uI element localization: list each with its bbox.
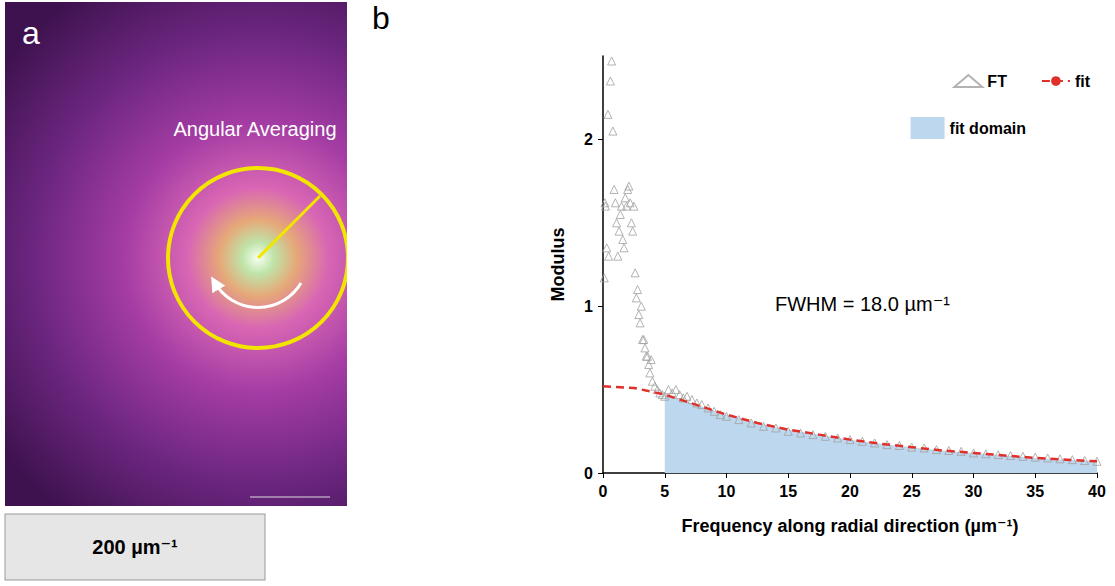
svg-text:FWHM = 18.0 µm⁻¹: FWHM = 18.0 µm⁻¹	[775, 293, 950, 315]
svg-text:Angular Averaging: Angular Averaging	[173, 118, 336, 140]
svg-text:20: 20	[841, 483, 859, 500]
svg-text:Modulus: Modulus	[548, 228, 568, 302]
svg-text:1: 1	[584, 298, 593, 315]
svg-text:15: 15	[779, 483, 797, 500]
svg-text:0: 0	[599, 483, 608, 500]
svg-text:200 µm⁻¹: 200 µm⁻¹	[92, 536, 178, 558]
svg-text:0: 0	[584, 465, 593, 482]
svg-text:fit: fit	[1075, 73, 1091, 90]
svg-text:Frequency along radial directi: Frequency along radial direction (µm⁻¹)	[682, 516, 1019, 536]
svg-text:FT: FT	[987, 73, 1007, 90]
svg-text:25: 25	[903, 483, 921, 500]
svg-text:10: 10	[718, 483, 736, 500]
svg-text:fit domain: fit domain	[950, 120, 1026, 137]
svg-text:2: 2	[584, 131, 593, 148]
svg-text:40: 40	[1088, 483, 1106, 500]
svg-text:5: 5	[660, 483, 669, 500]
svg-text:b: b	[372, 0, 390, 36]
svg-text:a: a	[22, 15, 40, 51]
svg-text:30: 30	[965, 483, 983, 500]
svg-text:35: 35	[1026, 483, 1044, 500]
